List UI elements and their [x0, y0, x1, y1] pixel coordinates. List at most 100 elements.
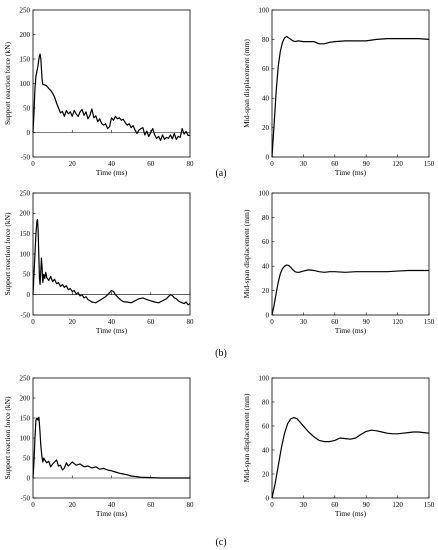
- y-tick-label: 100: [259, 6, 270, 14]
- panel-label-a: (a): [215, 168, 226, 179]
- x-axis-title: Time (ms): [96, 168, 128, 177]
- chart-1: 0 30 60 90 120 150 0 20 40 60 80 100 Time (ms) Mid-sp…: [242, 6, 435, 177]
- x-axis-title: Time (ms): [96, 326, 128, 335]
- x-tick-label: 0: [270, 501, 274, 509]
- x-tick-label: 40: [108, 501, 116, 509]
- y-tick-label: 150: [20, 55, 31, 63]
- y-tick-label: 100: [259, 189, 270, 197]
- series-line-0: [271, 264, 429, 316]
- x-tick-label: 80: [187, 501, 195, 509]
- plot-frame: [271, 377, 430, 499]
- y-tick-label: 60: [262, 65, 270, 73]
- x-tick-label: 90: [363, 160, 371, 168]
- y-tick-label: 50: [23, 454, 31, 462]
- x-tick-label: 120: [392, 318, 403, 326]
- x-tick-label: 40: [108, 160, 116, 168]
- y-tick-label: 250: [20, 6, 31, 14]
- y-tick-label: 0: [266, 311, 270, 319]
- x-tick-label: 20: [69, 160, 77, 168]
- series-line-0: [32, 53, 190, 141]
- y-axis-title: Support reaction force (kN): [3, 396, 12, 480]
- x-tick-label: 60: [331, 318, 339, 326]
- series-line-0: [32, 218, 191, 306]
- plot-frame: [271, 192, 430, 316]
- y-tick-label: 20: [262, 124, 270, 132]
- y-tick-label: 200: [20, 31, 31, 39]
- x-tick-label: 20: [69, 318, 77, 326]
- x-tick-label: 0: [31, 318, 35, 326]
- x-tick-label: 0: [31, 160, 35, 168]
- y-tick-label: 40: [262, 263, 270, 271]
- panel-label-c: (c): [215, 537, 226, 548]
- x-tick-label: 20: [69, 501, 77, 509]
- y-tick-label: 40: [262, 446, 270, 454]
- y-tick-label: 0: [266, 494, 270, 502]
- x-tick-label: 60: [331, 160, 339, 168]
- x-axis-title: Time (ms): [335, 509, 367, 518]
- y-tick-label: 200: [20, 394, 31, 402]
- x-tick-label: 120: [392, 501, 403, 509]
- x-tick-label: 30: [300, 160, 308, 168]
- y-axis-title: Support reaction force (kN): [3, 212, 12, 296]
- panel-label-b: (b): [215, 348, 227, 359]
- y-tick-label: 250: [20, 189, 31, 197]
- y-tick-label: 50: [23, 271, 31, 279]
- y-tick-label: 200: [20, 210, 31, 218]
- plot-frame: [32, 192, 191, 316]
- y-tick-label: 20: [262, 470, 270, 478]
- y-axis-title: Mid-span displacement (mm): [242, 209, 251, 298]
- y-tick-label: 100: [259, 374, 270, 382]
- y-axis-title: Mid-span displacement (mm): [242, 39, 251, 128]
- chart-3: 0 30 60 90 120 150 0 20 40 60 80 100 Time (ms) Mid-sp…: [242, 189, 435, 335]
- y-tick-label: 60: [262, 238, 270, 246]
- chart-5: 0 30 60 90 120 150 0 20 40 60 80 100 Time (ms) Mid-sp…: [242, 374, 435, 518]
- x-tick-label: 0: [31, 501, 35, 509]
- y-tick-label: 0: [27, 291, 31, 299]
- y-tick-label: 40: [262, 95, 270, 103]
- series-line-0: [271, 417, 430, 499]
- x-tick-label: 60: [147, 160, 155, 168]
- x-tick-label: 30: [300, 318, 308, 326]
- y-tick-label: 0: [266, 153, 270, 161]
- y-tick-label: 50: [23, 104, 31, 112]
- y-tick-label: -50: [21, 153, 31, 161]
- y-tick-label: 100: [20, 80, 31, 88]
- y-tick-label: 60: [262, 422, 270, 430]
- x-tick-label: 150: [424, 501, 435, 509]
- y-tick-label: 80: [262, 36, 270, 44]
- series-line-0: [32, 416, 190, 479]
- y-tick-label: -50: [21, 311, 31, 319]
- y-tick-label: 20: [262, 287, 270, 295]
- x-tick-label: 60: [331, 501, 339, 509]
- x-tick-label: 120: [392, 160, 403, 168]
- x-axis-title: Time (ms): [335, 168, 367, 177]
- y-tick-label: 150: [20, 230, 31, 238]
- x-tick-label: 30: [300, 501, 308, 509]
- x-tick-label: 60: [147, 318, 155, 326]
- x-tick-label: 80: [187, 160, 195, 168]
- x-tick-label: 90: [363, 501, 371, 509]
- plot-frame: [32, 377, 191, 499]
- y-tick-label: 0: [27, 474, 31, 482]
- y-axis-title: Support reaction force (kN): [3, 41, 12, 125]
- x-tick-label: 150: [424, 318, 435, 326]
- x-tick-label: 150: [424, 160, 435, 168]
- plot-frame: [32, 9, 191, 158]
- y-tick-label: -50: [21, 494, 31, 502]
- y-tick-label: 100: [20, 434, 31, 442]
- x-axis-title: Time (ms): [335, 326, 367, 335]
- y-tick-label: 80: [262, 398, 270, 406]
- y-axis-title: Mid-span displacement (mm): [242, 393, 251, 482]
- x-tick-label: 90: [363, 318, 371, 326]
- y-tick-label: 0: [27, 129, 31, 137]
- x-tick-label: 40: [108, 318, 116, 326]
- x-axis-title: Time (ms): [96, 509, 128, 518]
- x-tick-label: 0: [270, 160, 274, 168]
- x-tick-label: 80: [187, 318, 195, 326]
- series-line-0: [271, 35, 430, 158]
